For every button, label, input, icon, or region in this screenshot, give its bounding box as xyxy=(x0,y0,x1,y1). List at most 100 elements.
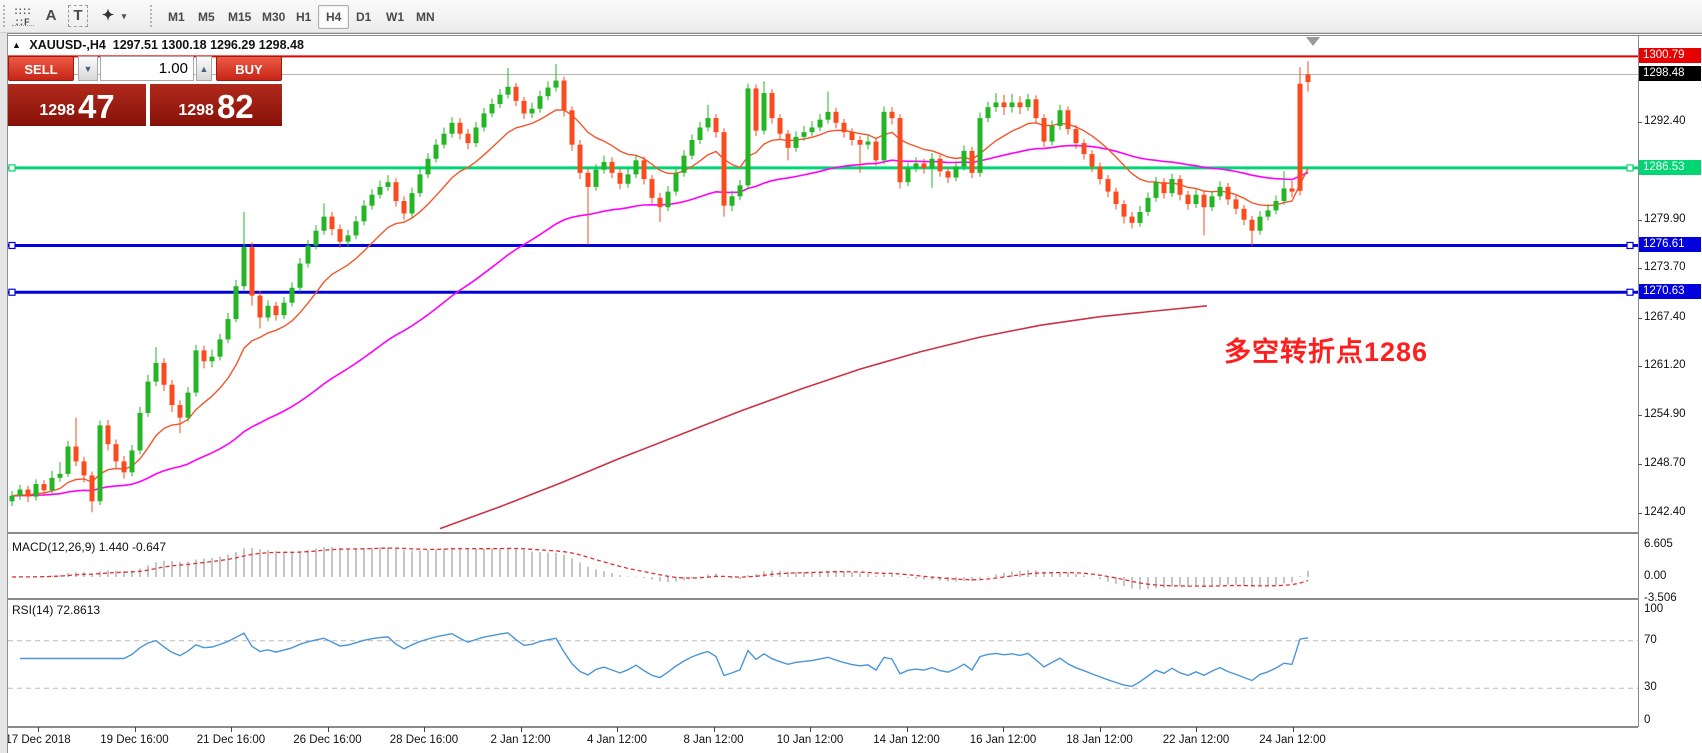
timeframe-button-w1[interactable]: W1 xyxy=(386,10,404,24)
timeframe-button-mn[interactable]: MN xyxy=(416,10,435,24)
candle-body xyxy=(1105,179,1111,192)
volume-increase-button[interactable]: ▲ xyxy=(196,56,212,81)
text-label-icon[interactable]: T xyxy=(68,5,88,27)
timeframe-button-h4[interactable]: H4 xyxy=(318,5,350,29)
candle-body xyxy=(561,80,567,111)
candle-body xyxy=(377,186,383,195)
candle-body xyxy=(1209,196,1215,208)
buy-price-panel[interactable]: 1298 82 xyxy=(150,84,282,126)
candle-body xyxy=(1289,188,1295,192)
candle-body xyxy=(425,158,431,175)
sell-price-panel[interactable]: 1298 47 xyxy=(8,84,146,126)
candle-body xyxy=(505,86,511,95)
timeframe-button-d1[interactable]: D1 xyxy=(356,10,372,24)
candle-body xyxy=(1089,154,1095,167)
candle-body xyxy=(1137,211,1143,223)
price-axis-tick xyxy=(1638,513,1642,514)
candle-body xyxy=(481,113,487,128)
candle-body xyxy=(313,230,319,246)
candle-body xyxy=(801,132,807,137)
candle-body xyxy=(137,412,143,451)
text-icon[interactable]: A xyxy=(45,7,57,24)
line-handle xyxy=(1626,288,1634,296)
candle-body xyxy=(961,150,967,167)
candle-body xyxy=(89,475,95,502)
candle-body xyxy=(897,118,903,183)
arrows-object-icon[interactable]: ✦ xyxy=(101,7,115,24)
indicator-grid-icon[interactable]: ::::::F xyxy=(12,4,34,28)
candle-body xyxy=(129,450,135,473)
price-axis-boxed-label: 1270.63 xyxy=(1639,284,1701,300)
candle-body xyxy=(729,196,735,206)
price-axis-boxed-label: 1300.79 xyxy=(1639,48,1701,64)
price-axis-tick xyxy=(1638,219,1642,221)
candle-body xyxy=(681,155,687,173)
candle-body xyxy=(441,133,447,145)
chart-title: ▲ XAUUSD-,H4 1297.51 1300.18 1296.29 129… xyxy=(12,38,304,52)
candle-body xyxy=(585,172,591,187)
candle-body xyxy=(1305,74,1311,83)
timeframe-button-m15[interactable]: M15 xyxy=(228,10,252,24)
line-handle xyxy=(1626,241,1634,250)
macd-label: MACD(12,26,9) 1.440 -0.647 xyxy=(12,540,167,554)
candle-body xyxy=(409,193,415,214)
candle-body xyxy=(753,88,759,131)
candle-body xyxy=(1177,179,1183,195)
candle-body xyxy=(809,127,815,133)
candle-body xyxy=(169,384,175,406)
time-axis-label: 17 Dec 2018 xyxy=(5,734,71,746)
time-axis-label: 24 Jan 12:00 xyxy=(1259,734,1326,746)
candle-body xyxy=(1057,110,1063,126)
candle-body xyxy=(73,446,79,462)
time-axis-label: 10 Jan 12:00 xyxy=(776,734,844,746)
rsi-axis-label: 30 xyxy=(1644,681,1657,694)
candle-body xyxy=(353,221,359,236)
one-click-trading-panel: SELL ▼ ▲ BUY 1298 47 1298 82 xyxy=(8,56,284,126)
buy-price-small: 1298 xyxy=(178,102,214,119)
timeframe-button-h1[interactable]: H1 xyxy=(296,10,312,24)
candle-body xyxy=(465,133,471,144)
toolbar-drag-handle[interactable] xyxy=(150,5,156,27)
candle-body xyxy=(1073,129,1079,144)
candle-body xyxy=(257,295,263,318)
timeframe-button-m1[interactable]: M1 xyxy=(168,10,185,24)
macd-axis-label: 0.00 xyxy=(1644,570,1667,582)
toolbar-drag-handle[interactable] xyxy=(3,5,9,27)
macd-panel xyxy=(19,546,1309,590)
candle-body xyxy=(217,339,223,357)
time-axis-tick xyxy=(1099,727,1101,732)
candle-body xyxy=(177,405,183,418)
timeframe-button-m5[interactable]: M5 xyxy=(198,10,215,24)
candle-body xyxy=(985,107,991,119)
time-axis-tick xyxy=(1003,727,1004,732)
candle-body xyxy=(857,139,863,145)
collapse-triangle-icon[interactable]: ▲ xyxy=(12,40,21,50)
timeframe-button-m30[interactable]: M30 xyxy=(262,10,286,24)
candle-body xyxy=(625,174,631,184)
candle-body xyxy=(545,87,551,97)
buy-price-big: 82 xyxy=(216,88,254,125)
buy-button[interactable]: BUY xyxy=(216,56,282,81)
time-axis-tick xyxy=(520,727,522,732)
candle-body xyxy=(1145,197,1151,212)
candle-body xyxy=(1273,200,1279,211)
time-axis-label: 14 Jan 12:00 xyxy=(873,734,940,746)
chart-shift-marker-icon[interactable] xyxy=(1306,37,1320,46)
sell-button[interactable]: SELL xyxy=(8,56,74,81)
candle-body xyxy=(521,100,527,114)
candle-body xyxy=(305,245,311,264)
volume-input[interactable] xyxy=(100,56,194,81)
toolbar: ::::::F A T ✦ ▾ M1 M5 M15 M30 H1 H4 D1 W1 MN xyxy=(0,0,1702,33)
volume-decrease-button[interactable]: ▼ xyxy=(78,56,98,81)
rsi-axis-label: 70 xyxy=(1644,633,1657,646)
dropdown-caret-icon[interactable]: ▾ xyxy=(121,11,127,21)
rsi-axis-label: 100 xyxy=(1644,603,1664,615)
candle-body xyxy=(1201,194,1207,208)
price-axis-label: 1292.40 xyxy=(1644,115,1686,127)
candle-body xyxy=(745,88,751,186)
rsi-label: RSI(14) 72.8613 xyxy=(12,603,101,617)
time-axis-tick xyxy=(134,727,136,732)
macd-signal-line xyxy=(11,547,1309,587)
rsi-line xyxy=(20,632,1309,688)
candle-body xyxy=(889,111,895,119)
